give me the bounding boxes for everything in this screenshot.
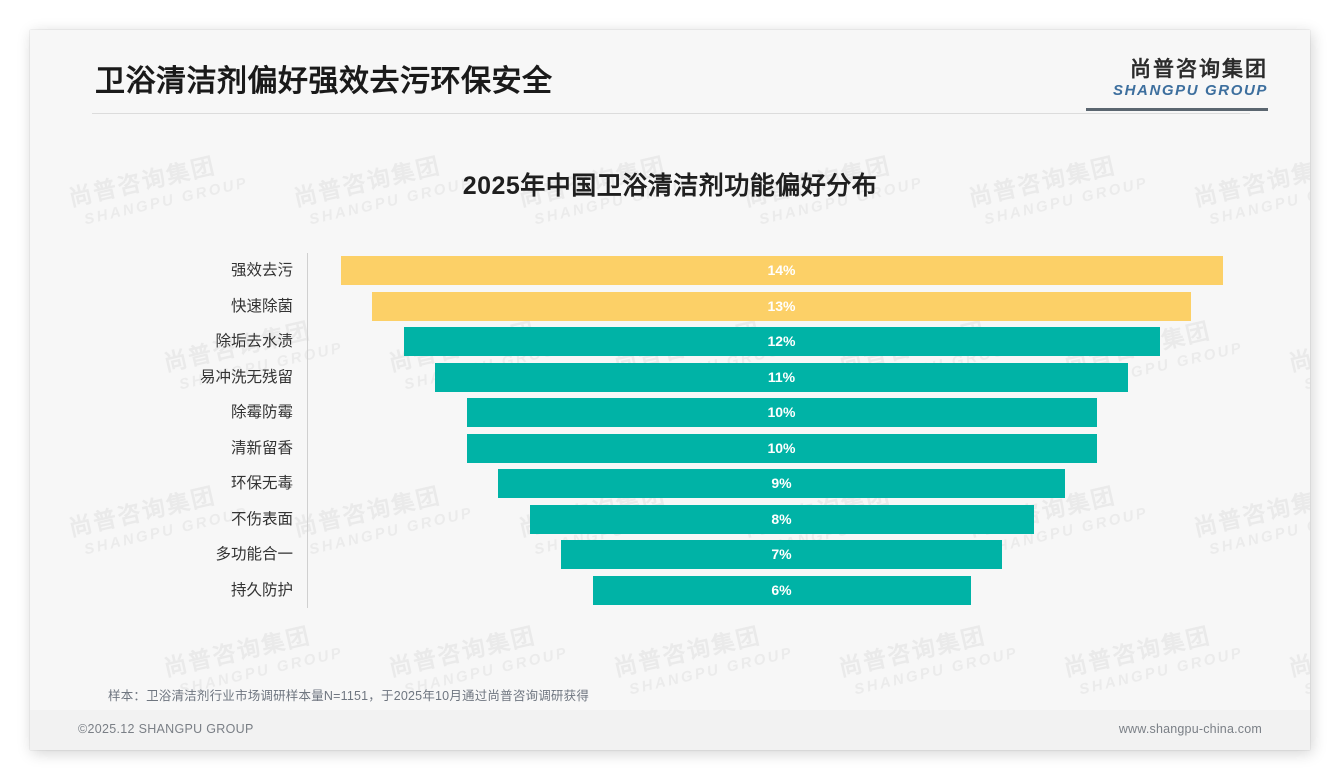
bar-category-label: 多功能合一 xyxy=(215,546,293,563)
bar-track: 14% xyxy=(308,253,1255,289)
bar-category-label: 环保无毒 xyxy=(230,475,293,492)
bar-rows-container: 强效去污 14% 快速除菌 13% 除垢去水渍 12% 易冲洗无残留 11% 除霉防霉 10% 清新… xyxy=(95,253,1255,608)
bar-row: 清新留香 10% xyxy=(95,431,1255,467)
bar[interactable] xyxy=(435,362,1128,392)
bar-value-label: 9% xyxy=(771,475,792,491)
bar-track: 6% xyxy=(308,573,1255,609)
bar-track: 13% xyxy=(308,289,1255,325)
bar[interactable] xyxy=(403,327,1160,356)
bar-row: 多功能合一 7% xyxy=(95,537,1255,573)
bar-category-label: 持久防护 xyxy=(230,581,293,599)
bar-value-label: 14% xyxy=(767,262,796,278)
chart-title: 2025年中国卫浴清洁剂功能偏好分布 xyxy=(462,172,878,200)
bar-track: 8% xyxy=(308,502,1255,538)
bar-row: 除霉防霉 10% xyxy=(95,395,1255,431)
bar-category-label: 强效去污 xyxy=(230,262,293,279)
bar-category-label: 除霉防霉 xyxy=(230,404,293,421)
bar-value-label: 12% xyxy=(767,333,796,349)
bar-track: 7% xyxy=(308,537,1255,573)
bar-chart-plot: 强效去污 14% 快速除菌 13% 除垢去水渍 12% 易冲洗无残留 11% 除霉防霉 10% 清新… xyxy=(95,253,1255,608)
brand-underline xyxy=(1086,108,1268,111)
chart-area: 2025年中国卫浴清洁剂功能偏好分布 强效去污 14% 快速除菌 13% 除垢去水渍 12… xyxy=(30,118,1310,663)
brand-logo-en: SHANGPU GROUP xyxy=(1113,82,1268,100)
bar-value-label: 11% xyxy=(767,368,796,385)
bar-value-label: 6% xyxy=(771,581,792,598)
bar-row: 持久防护 6% xyxy=(95,573,1255,609)
header-divider xyxy=(92,113,1250,114)
slide-header: 卫浴清洁剂偏好强效去污环保安全 尚普咨询集团 SHANGPU GROUP xyxy=(30,30,1310,118)
slide-card: 尚普咨询集团 SHANGPU GROUP 尚普咨询集团 SHANGPU GROUP 尚普… xyxy=(30,30,1310,750)
bar-track: 10% xyxy=(308,395,1255,431)
bar-category-label: 清新留香 xyxy=(230,439,293,457)
bar-value-label: 8% xyxy=(771,510,792,527)
slide-footer: ©2025.12 SHANGPU GROUP www.shangpu-china… xyxy=(30,710,1310,750)
brand-logo-cn: 尚普咨询集团 xyxy=(1130,58,1268,81)
bar[interactable] xyxy=(466,398,1097,427)
bar-category-label: 快速除菌 xyxy=(230,297,293,315)
bar[interactable] xyxy=(561,540,1002,569)
bar-category-label: 不伤表面 xyxy=(230,510,293,528)
bar[interactable] xyxy=(372,291,1191,321)
bar[interactable] xyxy=(466,433,1097,463)
page-title: 卫浴清洁剂偏好强效去污环保安全 xyxy=(95,65,553,98)
bar-value-label: 13% xyxy=(767,297,796,314)
bar-row: 不伤表面 8% xyxy=(95,502,1255,538)
bar[interactable] xyxy=(592,575,971,605)
bar-row: 除垢去水渍 12% xyxy=(95,324,1255,360)
footer-copyright: ©2025.12 SHANGPU GROUP xyxy=(78,722,254,736)
bar-value-label: 10% xyxy=(767,439,796,456)
bar-row: 环保无毒 9% xyxy=(95,466,1255,502)
bar-category-label: 除垢去水渍 xyxy=(215,333,293,350)
bar-track: 11% xyxy=(308,360,1255,396)
bar[interactable] xyxy=(498,469,1065,498)
bar[interactable] xyxy=(529,504,1034,534)
bar-value-label: 7% xyxy=(771,546,792,562)
bar-track: 10% xyxy=(308,431,1255,467)
bar-track: 12% xyxy=(308,324,1255,360)
bar-category-label: 易冲洗无残留 xyxy=(199,368,293,386)
bar-row: 快速除菌 13% xyxy=(95,289,1255,325)
footer-url[interactable]: www.shangpu-china.com xyxy=(1118,722,1262,736)
bar-row: 强效去污 14% xyxy=(95,253,1255,289)
bar-value-label: 10% xyxy=(767,404,796,420)
bar-track: 9% xyxy=(308,466,1255,502)
sample-footnote: 样本：卫浴清洁剂行业市场调研样本量N=1151，于2025年10月通过尚普咨询调… xyxy=(108,689,590,703)
bar[interactable] xyxy=(340,256,1223,285)
brand-logo: 尚普咨询集团 SHANGPU GROUP xyxy=(1113,58,1268,100)
bar-row: 易冲洗无残留 11% xyxy=(95,360,1255,396)
category-axis-line xyxy=(307,253,308,608)
